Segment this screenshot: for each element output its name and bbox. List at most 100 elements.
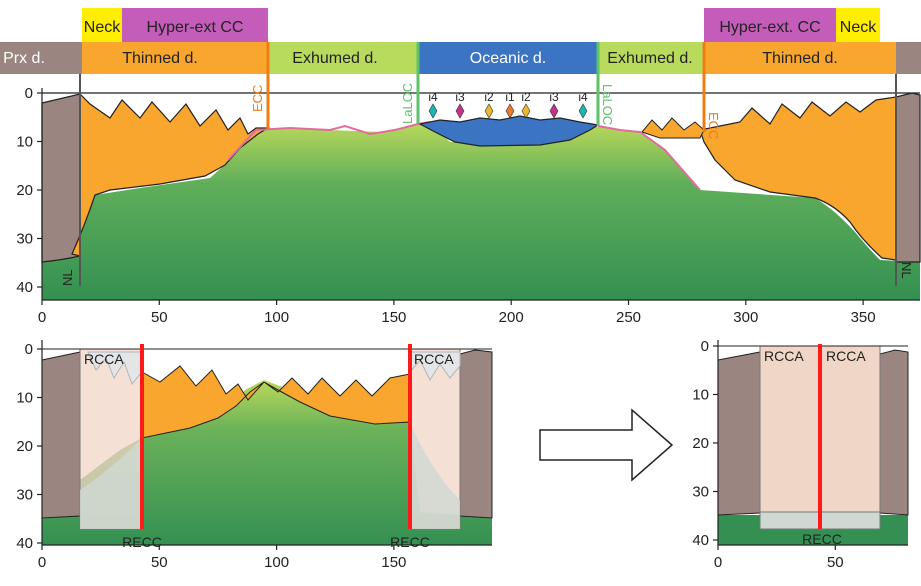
thinned-left-label: Thinned d. (122, 50, 198, 67)
br-recc-label: RECC (802, 531, 842, 547)
exhumed-left-bar (268, 42, 418, 74)
ocean-marker-diamond (549, 103, 559, 119)
bl-x-tick-label: 0 (38, 554, 46, 571)
top-y-tick-label: 40 (16, 279, 33, 296)
prox-crust-right (895, 92, 921, 263)
laloc-label-right: LaLOC (600, 84, 615, 125)
ocean-marker-label: i4 (578, 90, 588, 104)
ocean-marker-diamond (505, 103, 515, 119)
bl-prox-left (41, 351, 81, 519)
br-y-tick-label: 40 (692, 532, 709, 549)
top-x-tick-label: 250 (616, 309, 641, 326)
br-x-tick-label: 50 (827, 554, 844, 571)
bl-y-tick-label: 0 (25, 341, 33, 358)
oceanic-crust (418, 115, 600, 147)
top-y-tick-label: 20 (16, 182, 33, 199)
prox-label: Prx d. (3, 50, 45, 67)
hyper-left-bar (122, 8, 268, 42)
bl-x-tick-label: 50 (151, 554, 168, 571)
bottom-left-section: RCCA RCCA RECC RECC 0 50 100 150 0 10 20 30 40 (16, 340, 493, 571)
nl-label-left: NL (60, 269, 75, 286)
ocean-marker-label: i2 (484, 90, 494, 104)
br-x-tick-label: 0 (714, 554, 722, 571)
bl-axis-ticks: 0 50 100 150 0 10 20 30 40 (16, 341, 406, 571)
top-x-tick-label: 350 (851, 309, 876, 326)
bl-recc-label-right: RECC (390, 534, 430, 550)
bl-rcca-label-right: RCCA (414, 351, 454, 367)
br-prox-right (879, 349, 909, 516)
prox-bar-left (0, 42, 82, 74)
br-rcca-label-right: RCCA (826, 348, 866, 364)
ocean-marker-diamond (578, 103, 588, 119)
neck-left-bar (82, 8, 122, 42)
exhumed-left-label: Exhumed d. (292, 50, 377, 67)
ecc-label-left: ECC (250, 85, 265, 112)
top-x-tick-label: 300 (733, 309, 758, 326)
br-y-tick-label: 10 (692, 387, 709, 404)
br-y-tick-label: 20 (692, 435, 709, 452)
bl-y-tick-label: 20 (16, 438, 33, 455)
br-prox-left (717, 351, 761, 516)
top-x-tick-label: 150 (381, 309, 406, 326)
top-y-tick-label: 0 (25, 85, 33, 102)
ocean-marker-label: i1 (505, 90, 515, 104)
mantle-body-top (42, 122, 920, 300)
laloc-label-left: LaLOC (400, 83, 415, 124)
br-axis-ticks: 0 50 0 10 20 30 40 (692, 338, 843, 571)
top-x-tick-label: 0 (38, 309, 46, 326)
bl-recc-label-left: RECC (122, 534, 162, 550)
bl-faint-blocks-right (409, 351, 461, 382)
bl-x-tick-label: 100 (264, 554, 289, 571)
hyper-right-bar (704, 8, 836, 42)
br-rcca-label-left: RCCA (764, 348, 804, 364)
bl-thinned-right (263, 373, 411, 425)
ocean-marker-label: i4 (428, 90, 438, 104)
top-x-tick-label: 50 (151, 309, 168, 326)
bl-faint-mantle-right (410, 422, 460, 529)
ocean-markers: i4 i3 i2 i1 i2 i3 i4 (428, 90, 588, 119)
neck-right-bar (836, 8, 880, 42)
exhumed-surface-line-right (597, 125, 701, 191)
bl-mantle (42, 380, 492, 545)
top-x-tick-label: 100 (264, 309, 289, 326)
ocean-marker-label: i3 (549, 90, 559, 104)
nl-label-right: NL (899, 262, 914, 279)
thinned-crust-right (699, 96, 897, 261)
ecc-label-right: ECC (706, 112, 721, 139)
exhumed-right-label: Exhumed d. (607, 50, 692, 67)
restoration-arrow (539, 408, 674, 482)
oceanic-bar (418, 42, 598, 74)
br-y-tick-label: 0 (701, 338, 709, 355)
thinned-right-bar (704, 42, 896, 74)
prox-bar-right (896, 42, 921, 74)
top-y-tick-label: 10 (16, 134, 33, 151)
fault-blocks-right (641, 117, 705, 139)
exhumed-right-bar (598, 42, 704, 74)
ocean-marker-diamond (428, 103, 438, 119)
bl-y-tick-label: 40 (16, 535, 33, 552)
hyper-right-label: Hyper-ext. CC (719, 19, 820, 36)
bl-faint-mantle-left (80, 438, 142, 529)
ocean-marker-label: i2 (521, 90, 531, 104)
bottom-right-section: RCCA RCCA RECC 0 50 0 10 20 30 40 (692, 338, 909, 571)
bl-thinned-left (141, 365, 265, 439)
thinned-left-bar (82, 42, 268, 74)
bl-y-tick-label: 10 (16, 390, 33, 407)
bl-prox-right (459, 349, 493, 519)
oceanic-label: Oceanic d. (470, 50, 546, 67)
top-y-tick-label: 30 (16, 231, 33, 248)
ocean-marker-diamond (521, 103, 531, 119)
neck-left-label: Neck (84, 19, 121, 36)
bl-y-tick-label: 30 (16, 487, 33, 504)
hyper-left-label: Hyper-ext CC (147, 19, 244, 36)
bl-rcca-label-left: RCCA (84, 351, 124, 367)
thinned-right-label: Thinned d. (762, 50, 838, 67)
ocean-marker-diamond (455, 103, 465, 119)
bl-x-tick-label: 150 (381, 554, 406, 571)
br-y-tick-label: 30 (692, 484, 709, 501)
neck-right-label: Neck (840, 19, 877, 36)
prox-crust-left (41, 93, 81, 263)
top-x-tick-label: 200 (499, 309, 524, 326)
